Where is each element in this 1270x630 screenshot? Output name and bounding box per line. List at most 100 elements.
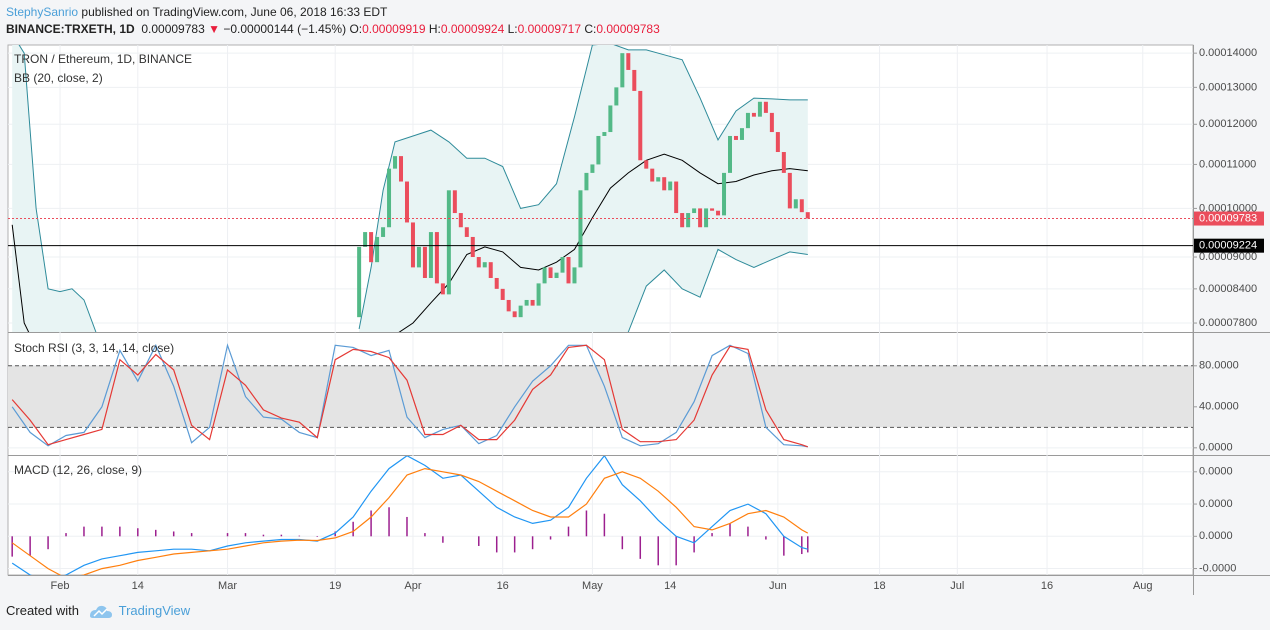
change: −0.00000144 (−1.45%) (223, 22, 347, 36)
candle (536, 283, 541, 306)
line-2: BINANCE:TRXETH, 1D 0.00009783 ▼ −0.00000… (6, 21, 660, 38)
x-tick-label: Jul (950, 580, 964, 592)
candle (464, 227, 469, 237)
ohlc-value: 0.00009717 (517, 22, 582, 36)
candle (680, 213, 685, 228)
y-tick-label: -0.0000 (1199, 562, 1236, 574)
bb-lower (627, 248, 808, 332)
pane-title: MACD (12, 26, close, 9) (14, 463, 142, 477)
y-tick-label: 0.0000 (1199, 466, 1233, 478)
published: published on TradingView.com, June 06, 2… (81, 5, 388, 19)
ohlc-label: L: (507, 22, 518, 36)
candle (757, 101, 762, 117)
candle (506, 299, 511, 312)
candle (698, 208, 703, 228)
candle (566, 257, 571, 284)
candle (799, 199, 804, 213)
price-label-box (1194, 211, 1264, 226)
candle (428, 232, 433, 278)
y-tick-label: 0.0000 (1199, 530, 1233, 542)
x-tick-label: Mar (218, 580, 237, 592)
candle (548, 267, 553, 278)
price-label-box (1194, 238, 1264, 253)
y-tick-label: 0.00011000 (1199, 158, 1256, 170)
candle (608, 105, 613, 133)
candle (524, 299, 529, 306)
candle (399, 156, 404, 182)
series-line (11, 343, 808, 448)
series-line (11, 467, 809, 575)
candle (410, 222, 415, 268)
y-tick-label: 0.00008400 (1199, 283, 1257, 295)
candle (590, 164, 595, 173)
candle (369, 232, 374, 263)
x-tick-label: 14 (132, 580, 144, 592)
indicator-label: BB (20, close, 2) (14, 71, 103, 85)
candle (458, 213, 463, 228)
x-tick-label: 16 (497, 580, 509, 592)
candle (763, 101, 768, 113)
candle (638, 90, 643, 161)
y-tick-label: 80.0000 (1199, 360, 1239, 372)
candle (632, 69, 637, 91)
ohlc-label: H: (428, 22, 441, 36)
y-tick-label: 0.00010000 (1199, 202, 1257, 214)
bb-upper (18, 45, 808, 332)
candle (620, 53, 625, 88)
created-with: Created with (6, 603, 79, 618)
candle (440, 283, 445, 295)
author[interactable]: StephySanrio (6, 5, 79, 19)
brand[interactable]: TradingView (118, 603, 191, 618)
band (8, 365, 1193, 428)
candle (745, 112, 750, 129)
ohlc: O:0.00009919 H:0.00009924 L:0.00009717 C… (349, 22, 659, 36)
candle (363, 232, 368, 247)
candle (387, 168, 392, 228)
candle (787, 172, 792, 209)
candle (512, 311, 517, 318)
candle (584, 172, 589, 191)
candle (626, 53, 631, 70)
x-tick-label: 16 (1041, 580, 1053, 592)
candle (733, 135, 738, 140)
candle (722, 172, 727, 216)
price-label: 0.00009783 (1199, 212, 1257, 224)
candle (375, 236, 380, 263)
pane (11, 456, 809, 575)
candle (357, 246, 362, 318)
y-tick-label: 0.00012000 (1199, 118, 1257, 130)
candle (781, 152, 786, 173)
header: StephySanrio published on TradingView.co… (6, 4, 660, 38)
candle (578, 190, 583, 268)
x-tick-label: Apr (404, 580, 421, 592)
y-tick-label: 40.0000 (1199, 401, 1239, 413)
candle (739, 128, 744, 140)
ohlc-label: O: (349, 22, 363, 36)
labels: 0.00007800 0.00008400 0.00009000 0.00010000… (14, 47, 1264, 592)
candle (518, 305, 523, 318)
candle (644, 160, 649, 169)
symbol: BINANCE:TRXETH, 1D (6, 22, 135, 36)
footer: Created with TradingView (6, 603, 190, 618)
candle (530, 299, 535, 306)
pane (8, 45, 1193, 332)
pane-title: Stoch RSI (3, 3, 14, 14, close) (14, 341, 174, 355)
candle (692, 208, 697, 214)
bb-basis (11, 153, 808, 332)
candle (674, 181, 679, 214)
x-tick-label: May (582, 580, 603, 592)
candle (446, 190, 451, 295)
candle (434, 232, 439, 284)
candle (602, 132, 607, 136)
candle (381, 227, 386, 237)
y-tick-label: 0.0000 (1199, 442, 1233, 454)
y-tick-label: 0.0000 (1199, 498, 1233, 510)
candle (488, 262, 493, 278)
y-tick-label: 0.00009000 (1199, 251, 1257, 263)
x-tick-label: Aug (1133, 580, 1153, 592)
candle (614, 87, 619, 106)
logo (90, 605, 112, 618)
x-tick-label: 14 (664, 580, 676, 592)
series-line (11, 456, 808, 575)
